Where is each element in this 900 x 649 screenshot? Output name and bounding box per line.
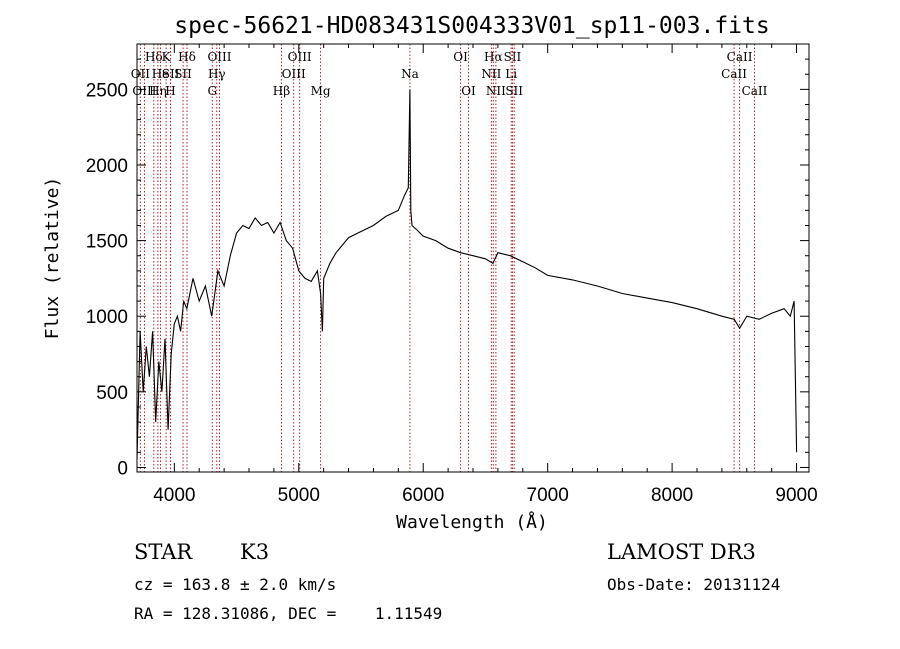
marker-label-9: SII <box>174 67 192 81</box>
marker-label-15: OIII <box>282 67 306 81</box>
x-tick-label-1: 5000 <box>278 485 320 506</box>
marker-label-23: SII <box>504 50 522 64</box>
x-tick-label-4: 8000 <box>651 485 693 506</box>
y-tick-label-1: 500 <box>96 383 128 404</box>
marker-label-24: Li <box>505 67 517 81</box>
redshift-readout: cz = 163.8 ± 2.0 km/s <box>134 575 337 594</box>
marker-label-26: CaII <box>727 50 753 64</box>
marker-label-11: Hγ <box>208 67 226 81</box>
marker-label-3: He <box>152 67 170 81</box>
marker-label-2: OIII <box>132 84 156 98</box>
marker-label-19: OI <box>461 84 476 98</box>
x-tick-label-2: 6000 <box>402 485 444 506</box>
flux-line <box>136 89 798 460</box>
marker-label-17: Na <box>401 67 419 81</box>
marker-label-22: NII <box>486 84 506 98</box>
marker-label-7: H <box>165 84 175 98</box>
marker-label-16: Mg <box>311 84 331 98</box>
y-tick-label-2: 1000 <box>86 307 128 328</box>
y-tick-label-5: 2500 <box>86 80 128 101</box>
x-tick-label-3: 7000 <box>527 485 569 506</box>
marker-label-20: Hα <box>484 50 503 64</box>
marker-label-14: OIII <box>288 50 312 64</box>
x-tick-label-5: 9000 <box>775 485 817 506</box>
survey-name: LAMOST DR3 <box>607 540 756 564</box>
marker-label-21: NII <box>481 67 501 81</box>
y-tick-label-3: 1500 <box>86 232 128 253</box>
marker-label-5: K <box>162 50 172 64</box>
marker-label-18: OI <box>453 50 468 64</box>
marker-label-28: CaII <box>742 84 768 98</box>
x-axis-label: Wavelength (Å) <box>396 511 548 533</box>
coordinates-readout: RA = 128.31086, DEC = 1.11549 <box>134 604 443 623</box>
y-axis-label: Flux (relative) <box>42 177 63 340</box>
marker-label-0: Hδ <box>145 50 163 64</box>
y-tick-label-4: 2000 <box>86 156 128 177</box>
marker-label-13: Hβ <box>273 84 290 98</box>
marker-label-27: CaII <box>721 67 747 81</box>
marker-label-10: OIII <box>207 50 231 64</box>
x-axis-ticks: 4000 5000 6000 7000 8000 9000 <box>153 44 818 506</box>
observation-date: Obs-Date: 20131124 <box>607 575 781 594</box>
chart-title: spec-56621-HD083431S004333V01_sp11-003.f… <box>174 13 769 39</box>
object-subclass: K3 <box>240 540 270 564</box>
marker-label-6: SII <box>162 67 180 81</box>
y-tick-label-0: 0 <box>117 458 128 479</box>
marker-label-4: Hη <box>149 84 167 98</box>
object-class: STAR <box>134 540 193 564</box>
marker-label-8: Hδ <box>178 50 196 64</box>
plot-frame <box>136 43 810 473</box>
marker-label-25: SII <box>505 84 523 98</box>
flux-series <box>136 89 798 460</box>
marker-label-12: G <box>207 84 217 98</box>
x-tick-label-0: 4000 <box>153 485 195 506</box>
y-axis-ticks: 0 500 1000 1500 2000 2500 <box>86 58 809 479</box>
